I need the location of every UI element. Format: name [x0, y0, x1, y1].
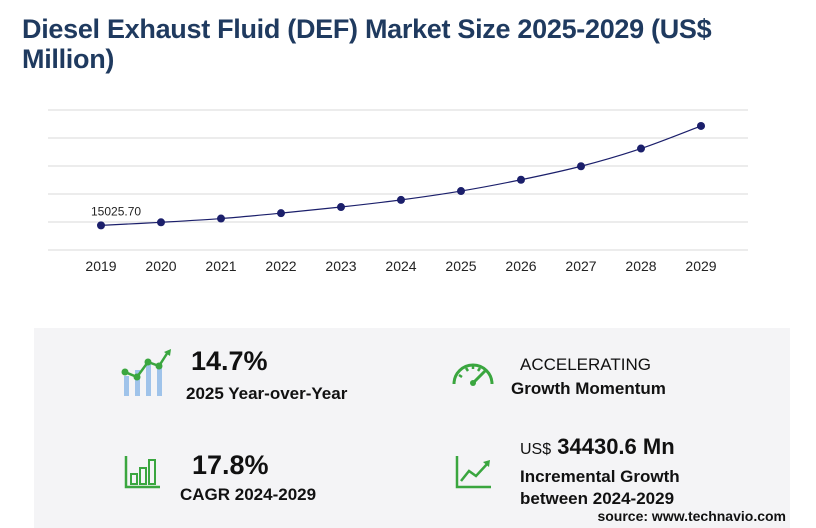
data-label: 15025.70 [91, 204, 141, 218]
x-tick-label: 2022 [265, 258, 296, 274]
incremental-line1: Incremental Growth [520, 467, 680, 486]
yoy-value: 14.7% [191, 346, 268, 376]
x-tick-label: 2026 [505, 258, 536, 274]
data-point-2025 [457, 187, 465, 196]
data-labels: 15025.70 [91, 204, 141, 218]
data-point-2024 [397, 195, 405, 204]
x-tick-label: 2023 [325, 258, 356, 274]
gridlines [48, 109, 748, 251]
source-credit: source: www.technavio.com [597, 508, 786, 524]
x-tick-label: 2025 [445, 258, 476, 274]
data-point-2026 [517, 175, 525, 184]
x-tick-label: 2020 [145, 258, 176, 274]
x-tick-label: 2019 [85, 258, 116, 274]
data-point-2028 [637, 144, 645, 153]
line-chart: 2019 2020 2021 2022 2023 2024 2025 2026 2027 2028… [48, 109, 748, 274]
x-axis-ticks: 2019 2020 2021 2022 2023 2024 2025 2026 2027 2028… [85, 258, 716, 274]
x-tick-label: 2029 [685, 258, 716, 274]
data-point-2019 [97, 221, 105, 230]
data-markers [97, 121, 705, 230]
data-point-2021 [217, 214, 225, 223]
incremental-amount: 34430.6 Mn [557, 434, 675, 459]
data-point-2029 [697, 121, 705, 130]
growth-chart-icon [121, 349, 171, 396]
data-point-2020 [157, 218, 165, 227]
kpi-panel [34, 328, 790, 528]
incremental-line2: between 2024-2029 [520, 489, 675, 508]
trend-line-icon [455, 456, 491, 489]
incremental-value: US$ 34430.6 Mn [520, 434, 675, 460]
data-point-2022 [277, 209, 285, 218]
speedometer-icon [452, 363, 494, 386]
momentum-line2: Growth Momentum [511, 379, 666, 398]
x-tick-label: 2027 [565, 258, 596, 274]
data-point-2023 [337, 203, 345, 212]
cagr-value: 17.8% [192, 450, 269, 480]
momentum-line1: ACCELERATING [520, 355, 651, 374]
chart-title: Diesel Exhaust Fluid (DEF) Market Size 2… [22, 14, 712, 74]
x-tick-label: 2028 [625, 258, 656, 274]
x-tick-label: 2021 [205, 258, 236, 274]
series-line [100, 125, 702, 226]
data-point-2027 [577, 162, 585, 171]
x-tick-label: 2024 [385, 258, 416, 274]
cagr-label: CAGR 2024-2029 [180, 485, 317, 504]
yoy-label: 2025 Year-over-Year [186, 384, 348, 403]
bar-chart-icon [124, 456, 160, 489]
currency-prefix: US$ [520, 441, 552, 458]
